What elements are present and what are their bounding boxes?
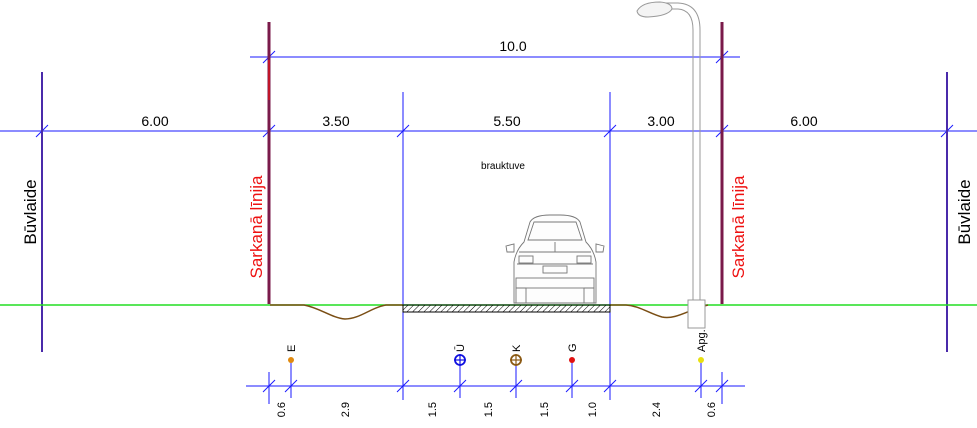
left-ditch-profile [270, 304, 403, 320]
bottom-dim-7: 0.6 [706, 402, 718, 417]
dimension-left-building-zone: 6.00 [141, 113, 168, 129]
bottom-dim-4: 1.5 [539, 402, 551, 417]
bottom-dim-3: 1.5 [483, 402, 495, 417]
utility-k-label: K [511, 344, 523, 352]
electric-cable-marker-icon [288, 357, 294, 363]
utility-apg: Apg. [696, 329, 708, 363]
utility-leaders [290, 360, 702, 398]
utility-e: E [286, 345, 298, 363]
carriageway-pavement [402, 304, 611, 313]
utility-k: K [510, 344, 523, 366]
dimension-left-verge: 3.50 [322, 113, 349, 129]
utility-apg-label: Apg. [696, 329, 708, 352]
red-line-label-left: Sarkanā līnija [247, 175, 266, 279]
bottom-dim-6: 2.4 [651, 402, 663, 417]
utility-u-label: Ū [455, 344, 467, 352]
gas-pipe-marker-icon [569, 357, 575, 363]
dimension-carriageway: 5.50 [493, 113, 520, 129]
building-line-label-right: Būvlaide [955, 179, 974, 244]
red-line-label-right: Sarkanā līnija [729, 175, 748, 279]
bottom-dim-0: 0.6 [276, 402, 288, 417]
top-dimension: 10.0 [250, 38, 740, 64]
dimension-right-verge: 3.00 [647, 113, 674, 129]
bottom-dimensions: 0.6 2.9 1.5 1.5 1.5 1.0 2.4 0.6 [246, 372, 745, 417]
top-dimension-label: 10.0 [499, 38, 526, 54]
street-lamp-icon [636, 1, 706, 329]
car-icon [505, 214, 605, 304]
bottom-dim-2: 1.5 [427, 402, 439, 417]
upper-dimensions: 6.00 3.50 5.50 3.00 6.00 [0, 113, 977, 138]
lighting-cable-marker-icon [698, 357, 704, 363]
bottom-dim-1: 2.9 [340, 402, 352, 417]
carriageway-label: brauktuve [481, 161, 525, 172]
utility-u: Ū [454, 344, 467, 366]
utility-e-label: E [286, 345, 298, 352]
bottom-dim-5: 1.0 [587, 402, 599, 417]
dimension-right-building-zone: 6.00 [790, 113, 817, 129]
building-line-label-left: Būvlaide [21, 179, 40, 244]
utility-g: G [567, 343, 579, 363]
utility-g-label: G [567, 343, 579, 352]
